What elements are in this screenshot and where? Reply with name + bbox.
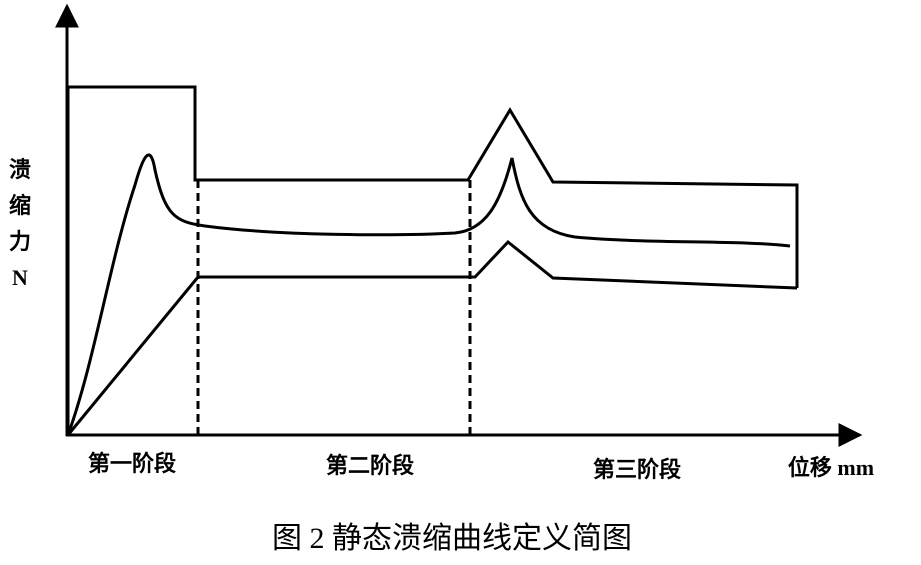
y-label: 力: [9, 229, 31, 254]
caption: 图 2 静态溃缩曲线定义简图: [272, 522, 632, 555]
y-label: 缩: [9, 193, 31, 218]
crush-force-curve: [66, 153, 791, 436]
y-label: 溃: [9, 157, 31, 182]
stage-label: 第一阶段: [88, 451, 176, 476]
lower-envelope: [66, 239, 798, 436]
stage-label: 第二阶段: [326, 453, 414, 478]
stage-label: 第三阶段: [593, 457, 681, 482]
upper-envelope: [66, 85, 799, 435]
y-label: N: [12, 265, 28, 290]
x-label: 位移 mm: [788, 455, 874, 480]
